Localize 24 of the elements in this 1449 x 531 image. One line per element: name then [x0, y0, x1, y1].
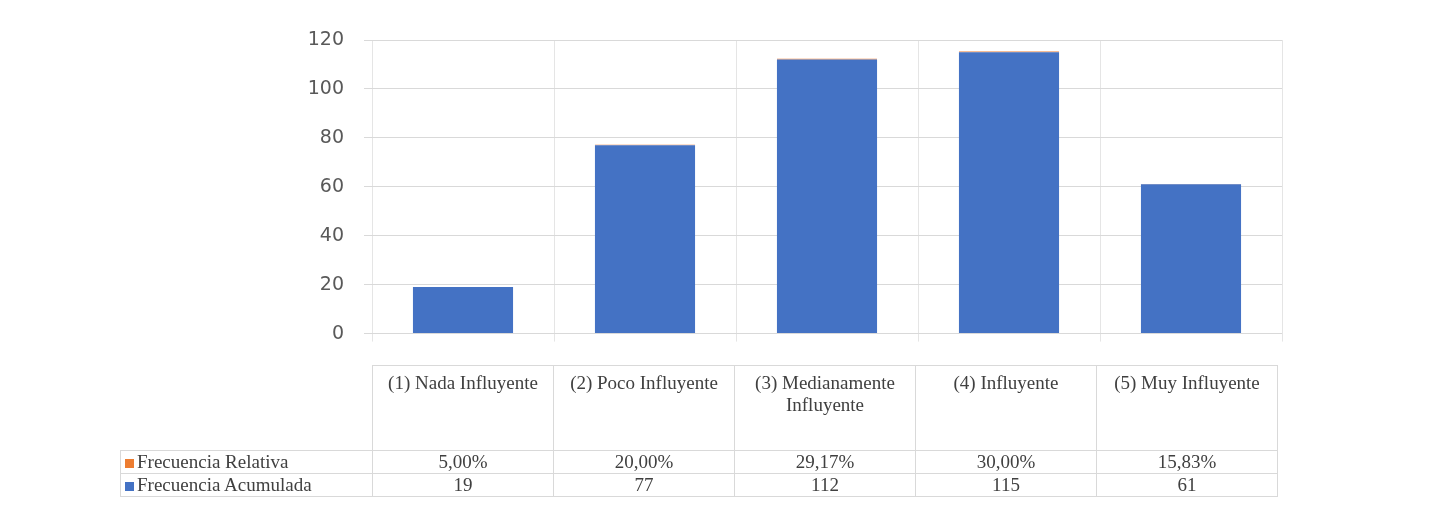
data-label: 77 — [553, 473, 735, 497]
y-tick-label: 0 — [331, 320, 344, 343]
y-tick-label: 120 — [307, 26, 344, 49]
data-label: 115 — [915, 473, 1097, 497]
y-tick-label: 20 — [319, 271, 344, 294]
data-label: 5,00% — [372, 450, 554, 474]
data-label: 20,00% — [553, 450, 735, 474]
x-tick-label: (3) Medianamente Influyente — [734, 365, 916, 451]
x-tick-label: (2) Poco Influyente — [553, 365, 735, 451]
data-label: 15,83% — [1096, 450, 1278, 474]
data-label: 112 — [734, 473, 916, 497]
y-tick-label: 60 — [319, 173, 344, 196]
data-label: 29,17% — [734, 450, 916, 474]
data-label: 61 — [1096, 473, 1278, 497]
x-tick-label: (5) Muy Influyente — [1096, 365, 1278, 451]
legend-label: Frecuencia Relativa — [120, 450, 373, 474]
y-tick-label: 80 — [319, 124, 344, 147]
x-tick-label: (4) Influyente — [915, 365, 1097, 451]
y-tick-label: 100 — [307, 75, 344, 98]
data-label: 19 — [372, 473, 554, 497]
data-label: 30,00% — [915, 450, 1097, 474]
y-tick-label: 40 — [319, 222, 344, 245]
legend-label: Frecuencia Acumulada — [120, 473, 373, 497]
x-tick-label: (1) Nada Influyente — [372, 365, 554, 451]
